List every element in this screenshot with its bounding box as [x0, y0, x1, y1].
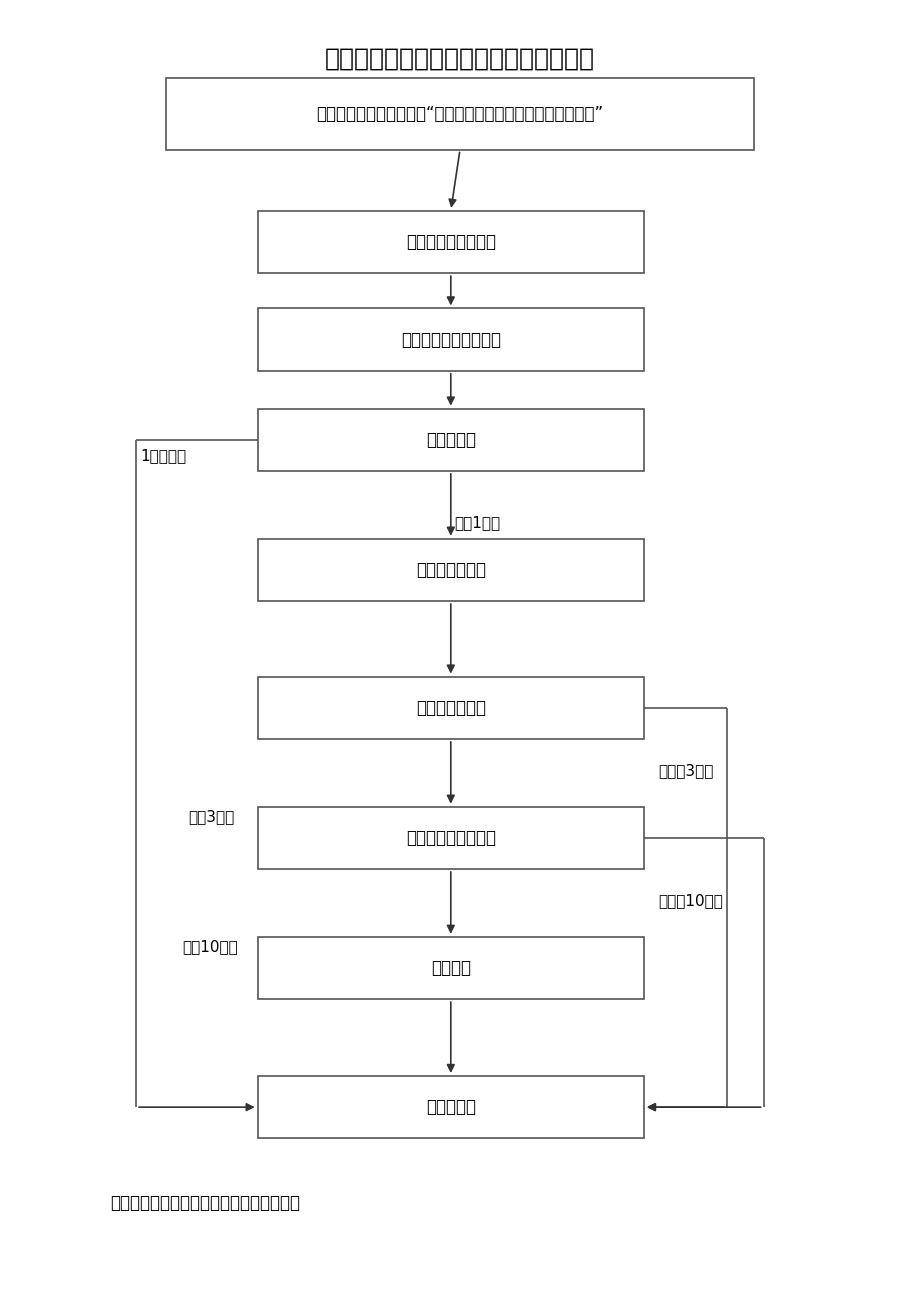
Text: 交财务报账: 交财务报账: [425, 1098, 475, 1116]
Text: 超过3万元: 超过3万元: [188, 809, 234, 825]
FancyBboxPatch shape: [257, 937, 643, 999]
Text: 分管财务校领导审批: 分管财务校领导审批: [405, 829, 495, 847]
Text: 未超过10万元: 未超过10万元: [657, 892, 722, 908]
FancyBboxPatch shape: [257, 409, 643, 471]
FancyBboxPatch shape: [257, 807, 643, 869]
Text: 教务处处长审批: 教务处处长审批: [415, 561, 485, 579]
Text: 1万元以下: 1万元以下: [140, 448, 186, 463]
FancyBboxPatch shape: [257, 308, 643, 371]
FancyBboxPatch shape: [257, 211, 643, 273]
FancyBboxPatch shape: [257, 1076, 643, 1138]
Text: 二级学院报账员汇总整理“经费报销汇总审批表及相关证明材料”: 二级学院报账员汇总整理“经费报销汇总审批表及相关证明材料”: [316, 105, 603, 122]
Text: 财务处审核: 财务处审核: [425, 431, 475, 449]
Text: 分管校领导审批: 分管校领导审批: [415, 699, 485, 717]
FancyBboxPatch shape: [257, 677, 643, 739]
FancyBboxPatch shape: [165, 78, 754, 150]
Text: 校长审批: 校长审批: [430, 959, 471, 977]
Text: 二级单位负责人审批: 二级单位负责人审批: [405, 233, 495, 251]
Text: 未超过3万元: 未超过3万元: [657, 762, 712, 778]
Text: 长沙师范学院实践教学经费报账工作流程: 长沙师范学院实践教学经费报账工作流程: [324, 47, 595, 70]
Text: 注：实践教学经费报账提供佐证材料清单。: 注：实践教学经费报账提供佐证材料清单。: [110, 1194, 301, 1213]
Text: 超过10万元: 超过10万元: [182, 939, 238, 955]
FancyBboxPatch shape: [257, 539, 643, 601]
Text: 教务处实习管理科登记: 教务处实习管理科登记: [401, 330, 500, 349]
Text: 超过1万元: 超过1万元: [454, 515, 500, 531]
